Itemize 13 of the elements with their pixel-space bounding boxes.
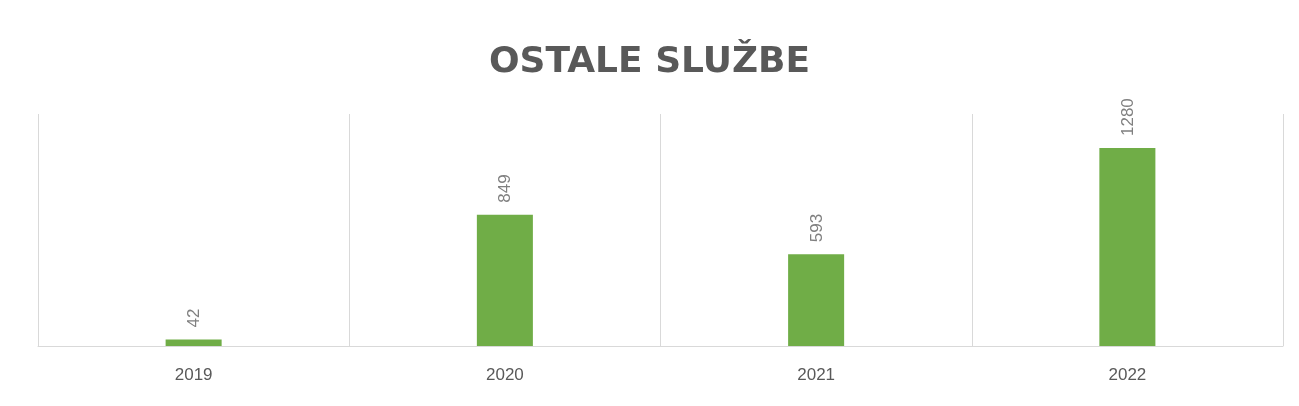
data-label: 42 — [184, 308, 204, 328]
chart-title: OSTALE SLUŽBE — [488, 38, 811, 80]
data-label: 849 — [495, 174, 515, 203]
data-label: 593 — [806, 213, 826, 243]
x-tick-label: 2019 — [174, 365, 213, 384]
bar — [788, 254, 845, 346]
bar — [476, 214, 533, 346]
bar — [1099, 148, 1156, 346]
bar — [165, 339, 222, 346]
x-tick-label: 2021 — [797, 365, 836, 384]
x-tick-label: 2020 — [485, 365, 524, 384]
x-tick-label: 2022 — [1108, 365, 1147, 384]
data-label: 1280 — [1117, 98, 1137, 137]
